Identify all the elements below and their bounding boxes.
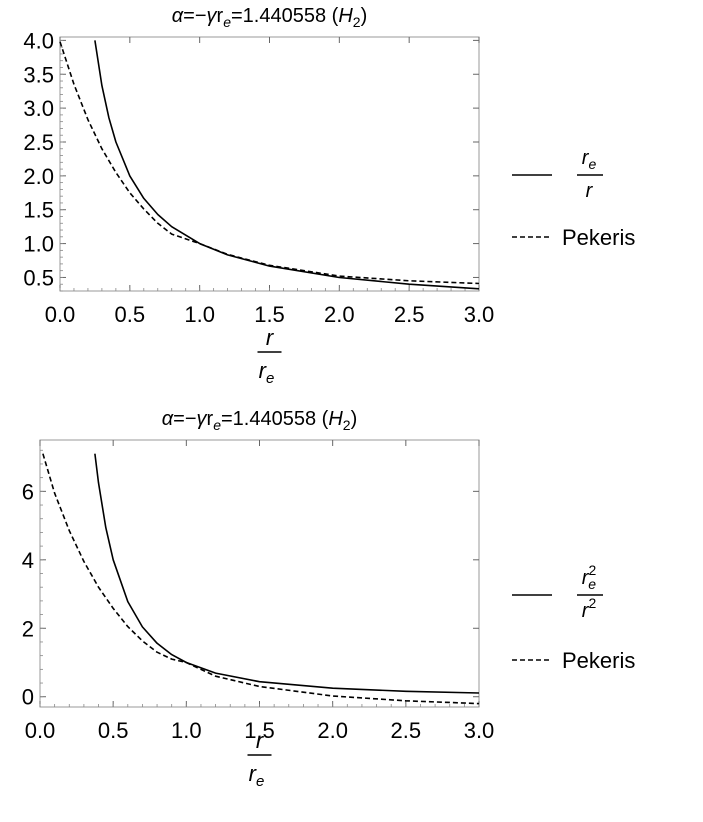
title-close: ) bbox=[351, 408, 358, 430]
title-gamma: γ bbox=[197, 408, 208, 430]
x-tick-label: 0.0 bbox=[25, 718, 56, 743]
y-tick-label: 2.5 bbox=[23, 130, 54, 155]
title-eq: =− bbox=[183, 5, 206, 27]
x-tick-label: 2.5 bbox=[391, 718, 422, 743]
legend-num-r: r bbox=[582, 147, 590, 169]
x-label-denominator: re bbox=[249, 761, 265, 790]
title-sub-2: 2 bbox=[343, 417, 351, 433]
series-ratio-line bbox=[94, 453, 480, 694]
x-axis-label: rre bbox=[247, 728, 272, 790]
x-tick-label: 3.0 bbox=[464, 302, 495, 327]
series-pekeris-line bbox=[42, 453, 480, 705]
y-tick-label: 1.0 bbox=[23, 232, 54, 257]
x-label-numerator: r bbox=[266, 325, 275, 350]
title-close: ) bbox=[361, 5, 368, 27]
x-tick-label: 1.0 bbox=[184, 302, 215, 327]
title-r: r bbox=[217, 5, 224, 27]
x-tick-label: 0.5 bbox=[98, 718, 129, 743]
x-tick-label: 1.5 bbox=[244, 718, 275, 743]
y-tick-label: 3.0 bbox=[23, 96, 54, 121]
legend-fraction-numerator: r2 e bbox=[582, 562, 597, 592]
x-label-den-sub: e bbox=[266, 370, 274, 387]
x-label-den-sub: e bbox=[256, 773, 264, 790]
title-sub-e: e bbox=[223, 14, 231, 30]
y-tick-label: 2 bbox=[22, 616, 34, 641]
legend-pekeris-label: Pekeris bbox=[562, 648, 635, 673]
y-tick-label: 3.5 bbox=[23, 62, 54, 87]
chart-1: 0.0 0.5 1.0 1.5 2.0 2.5 3.0 0.5 1.0 1.5 2.0 2.5 3.0 3… bbox=[23, 5, 635, 387]
legend-den-r: r bbox=[582, 600, 590, 622]
title-value: =1.440558 ( bbox=[221, 408, 329, 430]
title-value: =1.440558 ( bbox=[231, 5, 339, 27]
x-label-den-r: r bbox=[249, 761, 258, 786]
x-axis-label: rre bbox=[257, 325, 282, 387]
chart-title: α=−γre=1.440558 (H2) bbox=[172, 5, 367, 30]
x-label-numerator: r bbox=[256, 728, 265, 753]
series-ratio-line bbox=[94, 40, 480, 290]
legend-fraction-denominator: r2 bbox=[582, 595, 597, 622]
x-tick-label: 0.5 bbox=[115, 302, 146, 327]
plot-frame bbox=[59, 36, 480, 292]
title-gamma: γ bbox=[207, 5, 218, 27]
legend-den-sup: 2 bbox=[588, 595, 596, 611]
y-tick-label: 6 bbox=[22, 479, 34, 504]
chart-2: 0.0 0.5 1.0 1.5 2.0 2.5 3.00246α=−γre=1.440558… bbox=[22, 408, 636, 790]
title-h: H bbox=[328, 408, 343, 430]
legend-den-r: r bbox=[586, 180, 594, 202]
x-tick-label: 2.5 bbox=[394, 302, 425, 327]
title-r: r bbox=[207, 408, 214, 430]
title-sub-e: e bbox=[213, 417, 221, 433]
legend-num-r: r bbox=[582, 567, 590, 589]
y-tick-label: 0 bbox=[22, 685, 34, 710]
title-alpha: α bbox=[162, 408, 174, 430]
x-tick-label: 2.0 bbox=[317, 718, 348, 743]
x-label-den-r: r bbox=[259, 358, 268, 383]
plot-frame bbox=[39, 439, 480, 708]
title-h: H bbox=[338, 5, 353, 27]
x-tick-label: 3.0 bbox=[464, 718, 495, 743]
y-tick-label: 4 bbox=[22, 548, 34, 573]
y-tick-label: 4.0 bbox=[23, 28, 54, 53]
y-tick-label: 2.0 bbox=[23, 164, 54, 189]
chart-title: α=−γre=1.440558 (H2) bbox=[162, 408, 357, 433]
title-eq: =− bbox=[173, 408, 196, 430]
legend-fraction-denominator: r bbox=[586, 180, 594, 202]
x-tick-label: 0.0 bbox=[45, 302, 76, 327]
legend-pekeris-label: Pekeris bbox=[562, 225, 635, 250]
x-tick-label: 1.5 bbox=[254, 302, 285, 327]
legend-num-sub: e bbox=[588, 156, 596, 172]
y-tick-label: 1.5 bbox=[23, 198, 54, 223]
legend-fraction-numerator: re bbox=[582, 147, 597, 172]
series-pekeris-line bbox=[59, 41, 480, 285]
legend-num-sup: 2 bbox=[588, 562, 596, 578]
title-sub-2: 2 bbox=[353, 14, 361, 30]
y-tick-label: 0.5 bbox=[23, 265, 54, 290]
title-alpha: α bbox=[172, 5, 184, 27]
legend-num-sub: e bbox=[588, 576, 596, 592]
x-tick-label: 1.0 bbox=[171, 718, 202, 743]
x-label-denominator: re bbox=[259, 358, 275, 387]
x-tick-label: 2.0 bbox=[324, 302, 355, 327]
